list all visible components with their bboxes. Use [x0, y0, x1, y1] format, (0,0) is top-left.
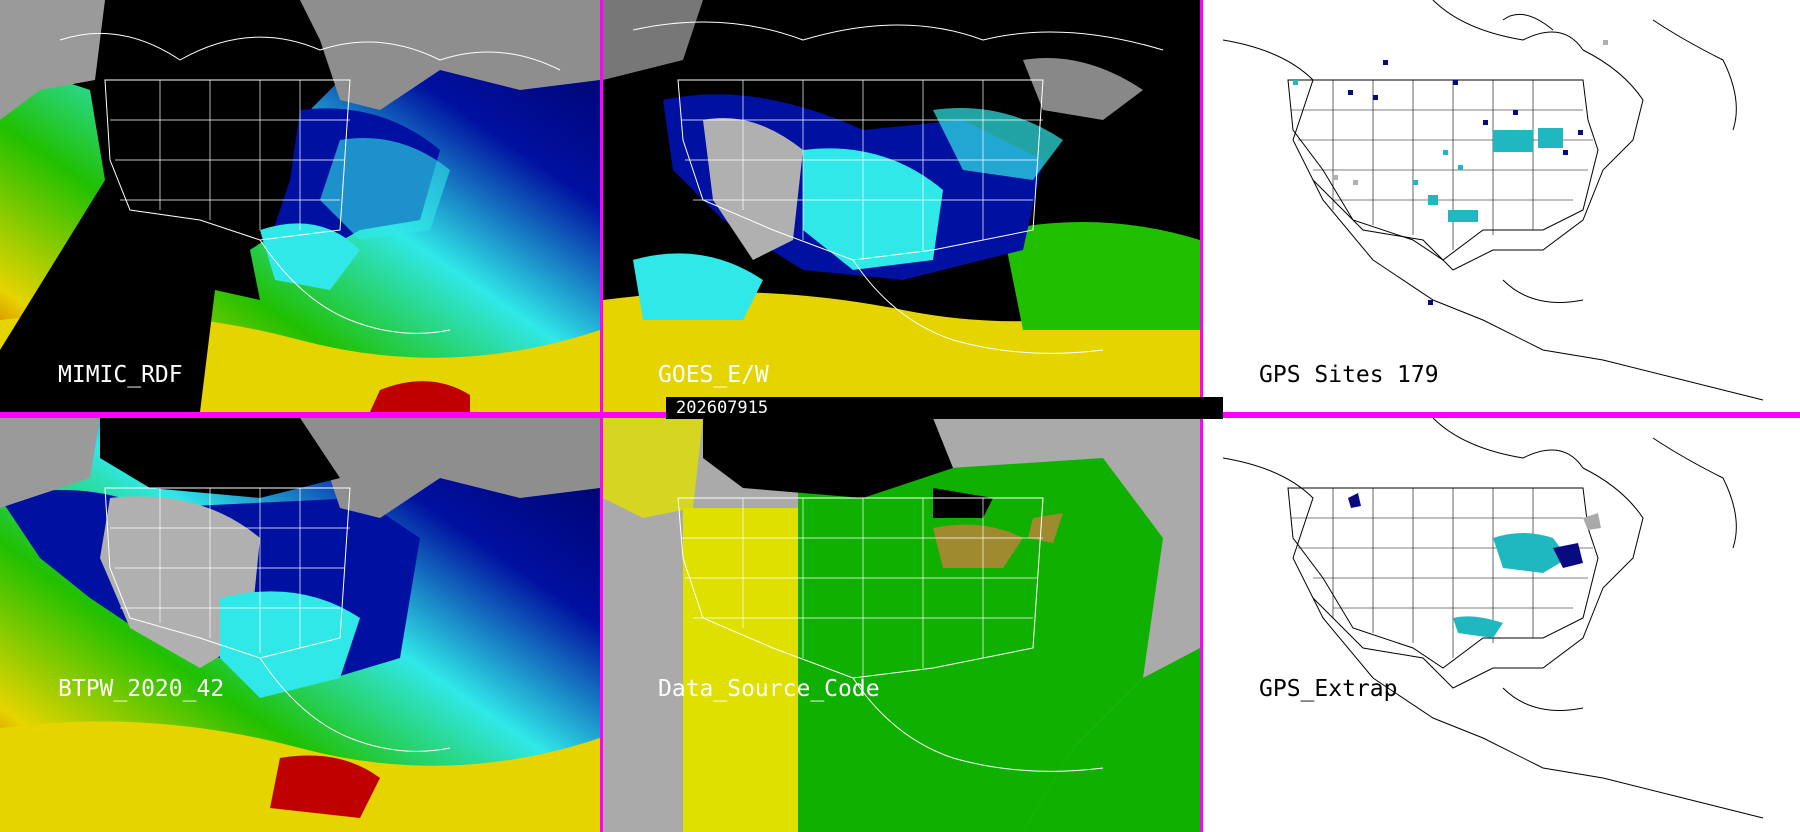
timestamp-text: 202607915 — [676, 398, 769, 418]
gps-sites-count: 179 — [1397, 362, 1439, 388]
gps-extrap-label: GPS_Extrap — [1259, 676, 1398, 702]
btpw-label: BTPW_2020_42 — [58, 676, 225, 702]
btpw-panel: BTPW_2020_42 — [0, 418, 600, 832]
mimic-rdf-panel: MIMIC_RDF — [0, 0, 600, 412]
data-source-code-panel: Data_Source_Code — [603, 418, 1200, 832]
btpw-map — [0, 418, 600, 832]
mimic-rdf-map — [0, 0, 600, 412]
goes-ew-panel: GOES_E/W — [603, 0, 1200, 412]
gps-sites-label: GPS Sites — [1259, 362, 1384, 388]
goes-ew-label: GOES_E/W — [658, 362, 769, 388]
data-source-code-map — [603, 418, 1200, 832]
data-source-code-label: Data_Source_Code — [658, 676, 880, 702]
gps-sites-map — [1203, 0, 1800, 412]
gps-sites-panel: GPS Sites 179 — [1203, 0, 1800, 412]
goes-ew-map — [603, 0, 1200, 412]
gps-extrap-panel: GPS_Extrap — [1203, 418, 1800, 832]
mimic-rdf-label: MIMIC_RDF — [58, 362, 183, 388]
gps-extrap-map — [1203, 418, 1800, 832]
timestamp-bar: 202607915 — [666, 397, 1223, 419]
